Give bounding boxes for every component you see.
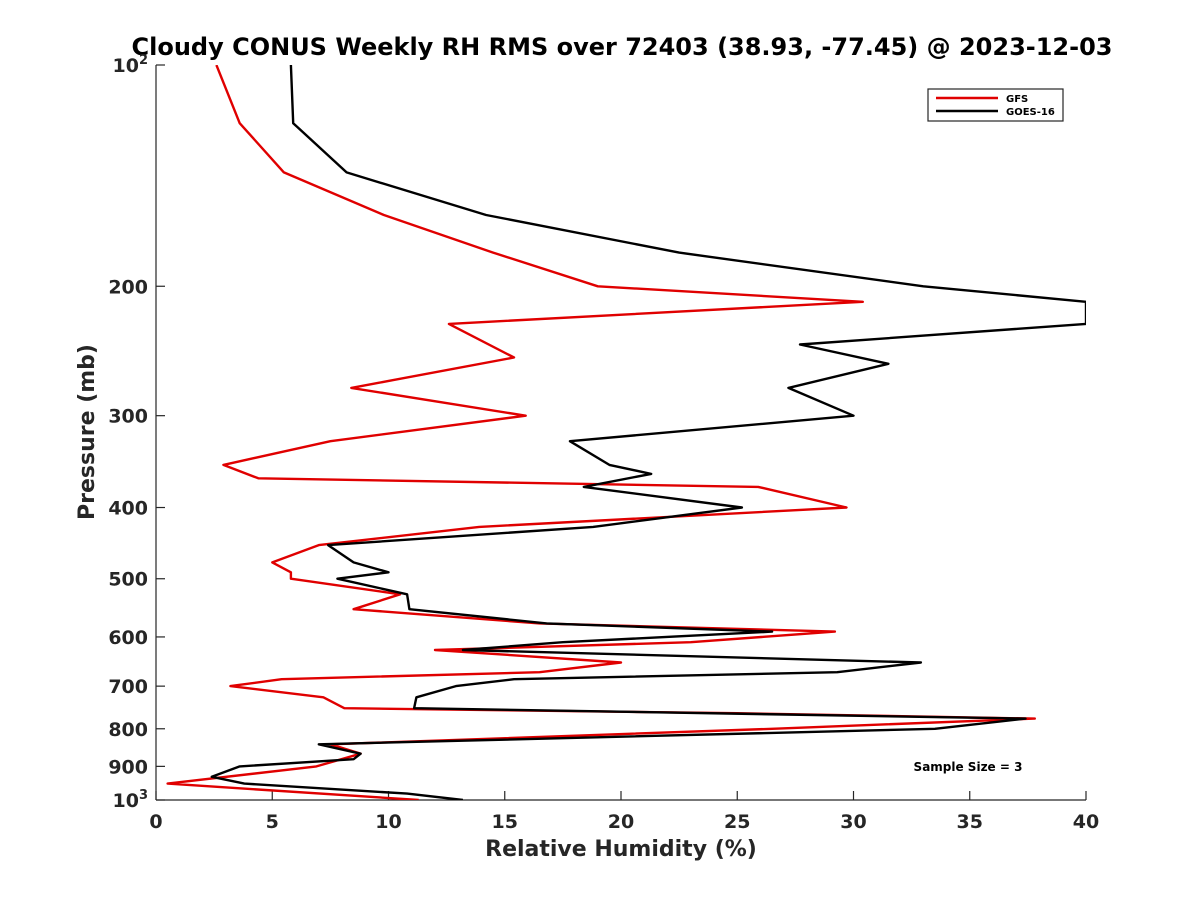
y-tick-label: 800 [108,719,148,741]
x-tick-label: 30 [840,811,866,833]
legend-label: GFS [1006,94,1028,105]
legend: GFS GOES-16 [927,88,1064,122]
x-tick-label: 15 [492,811,518,833]
y-tick-label: 900 [108,756,148,778]
x-tick-label: 5 [266,811,279,833]
legend-box [927,88,1064,122]
x-tick-label: 20 [608,811,634,833]
y-tick-label: 200 [108,276,148,298]
x-tick-label: 10 [375,811,401,833]
plot-area: 0 5 10 15 20 25 30 35 40 102 200 300 400 500 600 700 800… [108,53,1099,833]
legend-label: GOES-16 [1006,107,1055,118]
y-tick-label: 300 [108,406,148,428]
y-tick-label: 103 [113,788,149,812]
x-axis-label: Relative Humidity (%) [485,837,757,862]
y-axis-label: Pressure (mb) [75,344,100,520]
y-tick-label: 600 [108,627,148,649]
series-line-goes-16 [210,65,1086,800]
sample-size-annotation: Sample Size = 3 [914,760,1023,774]
y-tick-label: 500 [108,569,148,591]
x-tick-label: 25 [724,811,750,833]
y-tick-label: 400 [108,498,148,520]
x-tick-label: 40 [1073,811,1099,833]
y-tick-label: 700 [108,676,148,698]
chart-title: Cloudy CONUS Weekly RH RMS over 72403 (3… [132,33,1113,61]
series-line-gfs [166,65,1037,800]
x-tick-label: 0 [149,811,162,833]
y-tick-label: 102 [113,53,149,77]
x-tick-label: 35 [957,811,983,833]
